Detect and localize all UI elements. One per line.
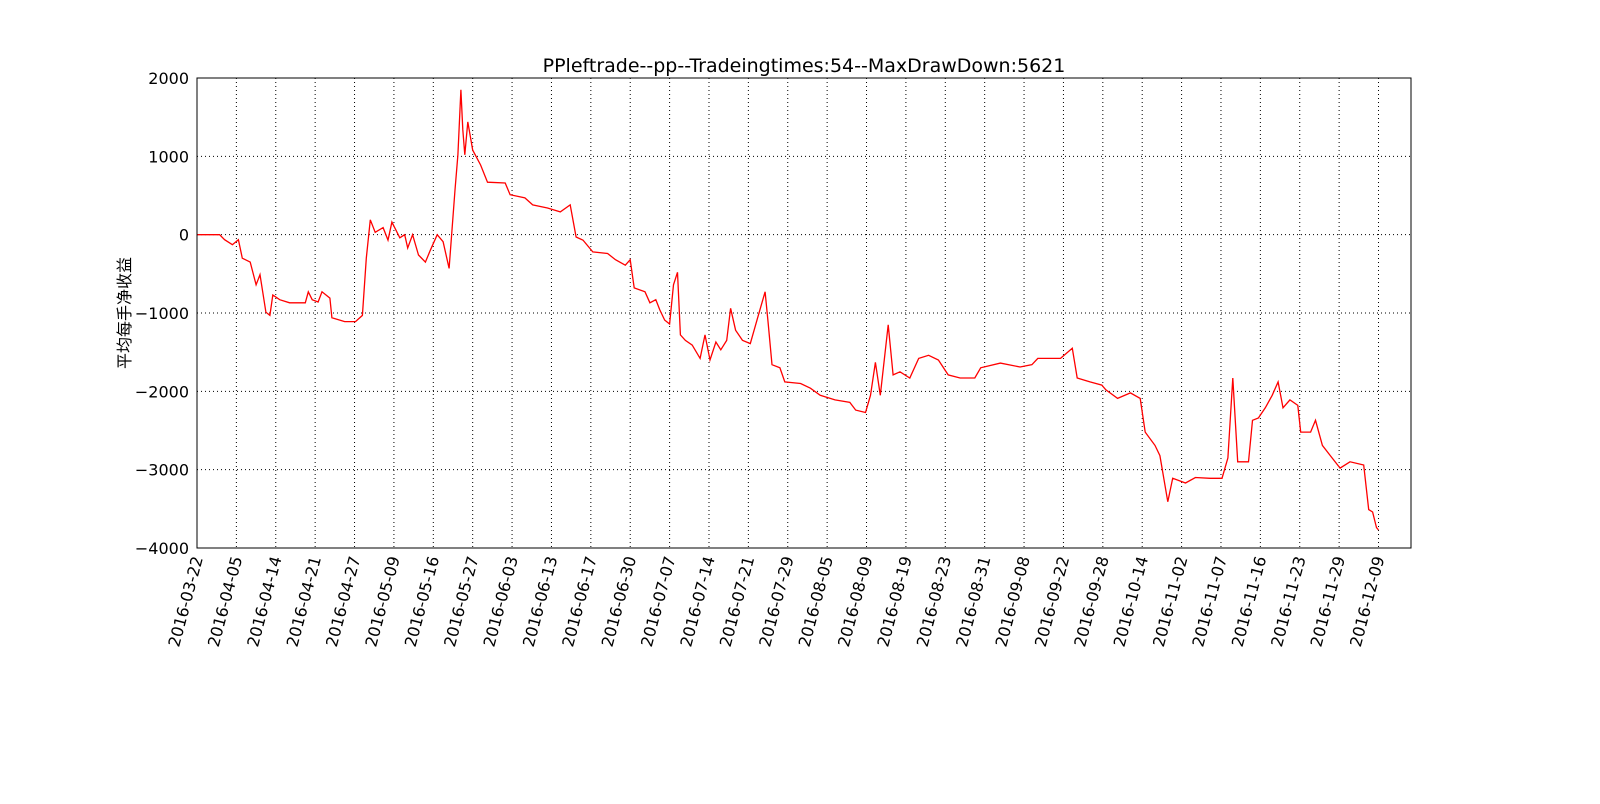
plot-frame (196, 77, 1412, 549)
y-axis-label: 平均每手净收益 (115, 257, 134, 369)
y-tick-label: 1000 (148, 147, 189, 166)
y-tick-label: 2000 (148, 69, 189, 88)
y-tick-label: −4000 (135, 539, 189, 558)
data-line (197, 89, 1379, 531)
chart-title: PPleftrade--pp--Tradeingtimes:54--MaxDra… (543, 55, 1066, 77)
y-tick-label: −2000 (135, 382, 189, 401)
y-tick-label: −1000 (135, 304, 189, 323)
y-tick-label: −3000 (135, 461, 189, 480)
y-tick-label: 0 (179, 226, 189, 245)
